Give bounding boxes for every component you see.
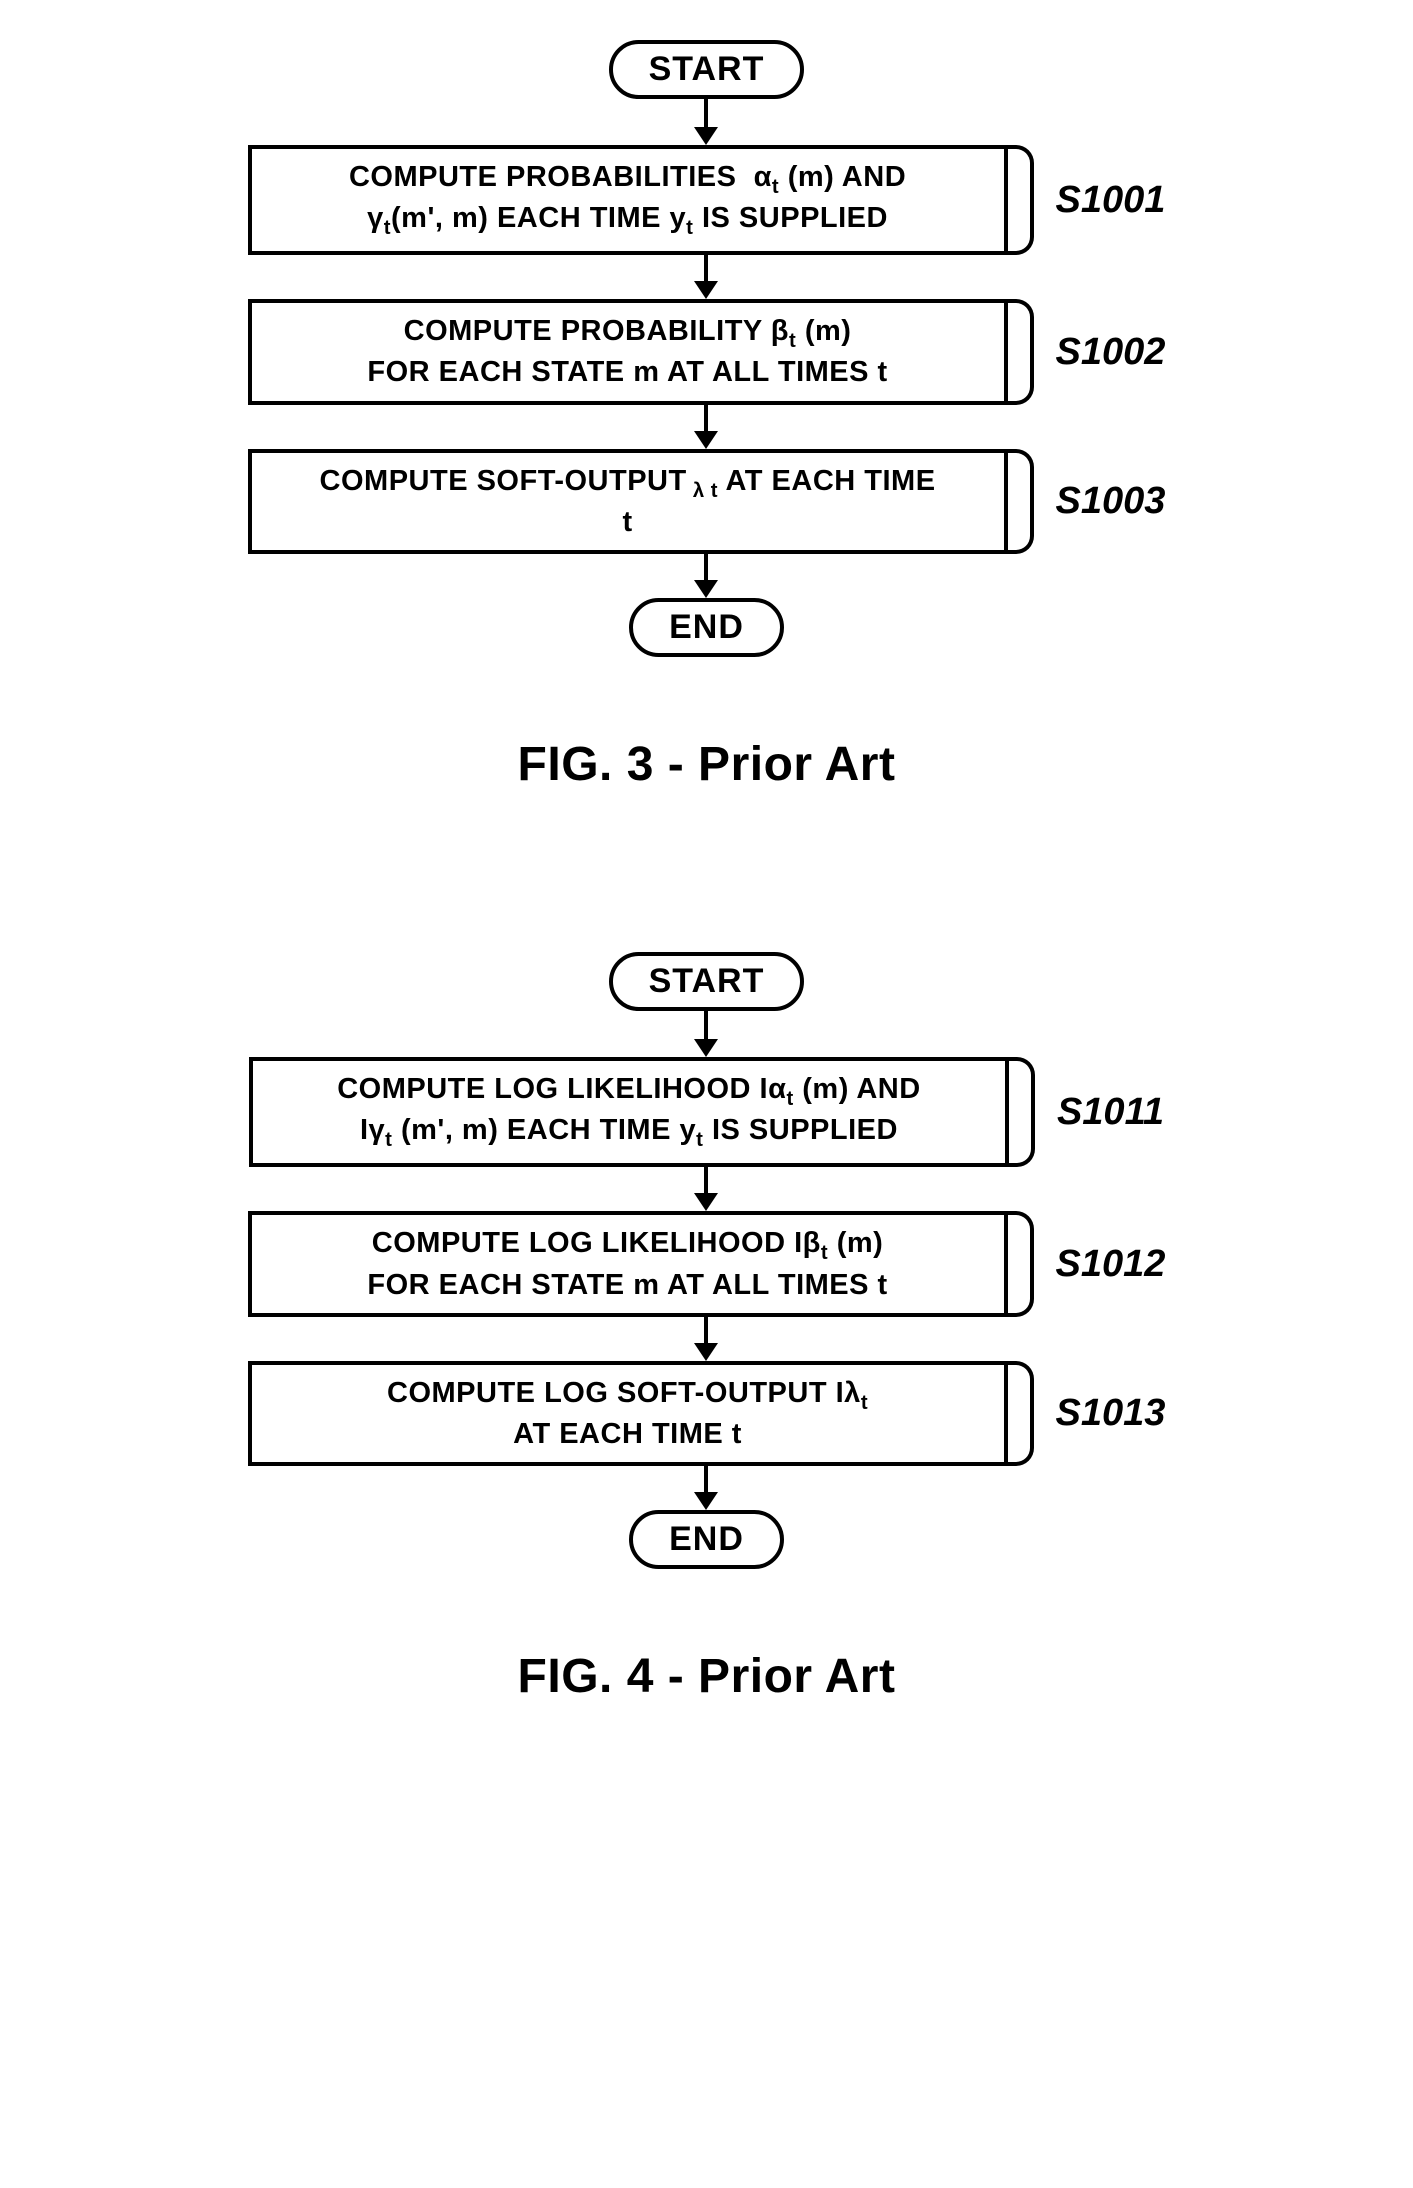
step-row: COMPUTE LOG SOFT-OUTPUT IλtAT EACH TIME … <box>248 1361 1166 1466</box>
terminal-end: END <box>629 1510 784 1569</box>
process-box: COMPUTE LOG LIKELIHOOD Iαt (m) ANDIγt (m… <box>249 1057 1009 1167</box>
process-box: COMPUTE SOFT-OUTPUT λ t AT EACH TIMEt <box>248 449 1008 554</box>
bracket-connector <box>1004 1211 1034 1316</box>
figure-caption: FIG. 3 - Prior Art <box>518 737 896 792</box>
step-row: COMPUTE PROBABILITIES αt (m) ANDγt(m', m… <box>248 145 1166 255</box>
arrow-down <box>694 255 718 299</box>
flowchart: START COMPUTE LOG LIKELIHOOD Iαt (m) ANDI… <box>248 952 1166 1569</box>
step-row: COMPUTE PROBABILITY βt (m)FOR EACH STATE… <box>248 299 1166 404</box>
step-label: S1012 <box>1056 1243 1166 1286</box>
arrow-down <box>694 1317 718 1361</box>
terminal-end: END <box>629 598 784 657</box>
step-label: S1003 <box>1056 480 1166 523</box>
step-label: S1001 <box>1056 179 1166 222</box>
bracket-connector <box>1004 1361 1034 1466</box>
terminal-start: START <box>609 40 805 99</box>
process-box: COMPUTE LOG SOFT-OUTPUT IλtAT EACH TIME … <box>248 1361 1008 1466</box>
step-row: COMPUTE LOG LIKELIHOOD Iβt (m)FOR EACH S… <box>248 1211 1166 1316</box>
figure-caption: FIG. 4 - Prior Art <box>518 1649 896 1704</box>
arrow-down <box>694 1167 718 1211</box>
bracket-connector <box>1004 145 1034 255</box>
bracket-connector <box>1004 299 1034 404</box>
step-label: S1002 <box>1056 331 1166 374</box>
flowchart: START COMPUTE PROBABILITIES αt (m) ANDγt(… <box>248 40 1166 657</box>
step-row: COMPUTE LOG LIKELIHOOD Iαt (m) ANDIγt (m… <box>249 1057 1164 1167</box>
arrow-down <box>694 1011 718 1057</box>
bracket-connector <box>1005 1057 1035 1167</box>
process-box: COMPUTE LOG LIKELIHOOD Iβt (m)FOR EACH S… <box>248 1211 1008 1316</box>
arrow-down <box>694 1466 718 1510</box>
process-box: COMPUTE PROBABILITIES αt (m) ANDγt(m', m… <box>248 145 1008 255</box>
arrow-down <box>694 554 718 598</box>
arrow-down <box>694 99 718 145</box>
process-box: COMPUTE PROBABILITY βt (m)FOR EACH STATE… <box>248 299 1008 404</box>
step-row: COMPUTE SOFT-OUTPUT λ t AT EACH TIMEt S10… <box>248 449 1166 554</box>
arrow-down <box>694 405 718 449</box>
step-label: S1011 <box>1057 1091 1164 1134</box>
terminal-start: START <box>609 952 805 1011</box>
bracket-connector <box>1004 449 1034 554</box>
figures-container: START COMPUTE PROBABILITIES αt (m) ANDγt(… <box>0 40 1413 1704</box>
step-label: S1013 <box>1056 1392 1166 1435</box>
